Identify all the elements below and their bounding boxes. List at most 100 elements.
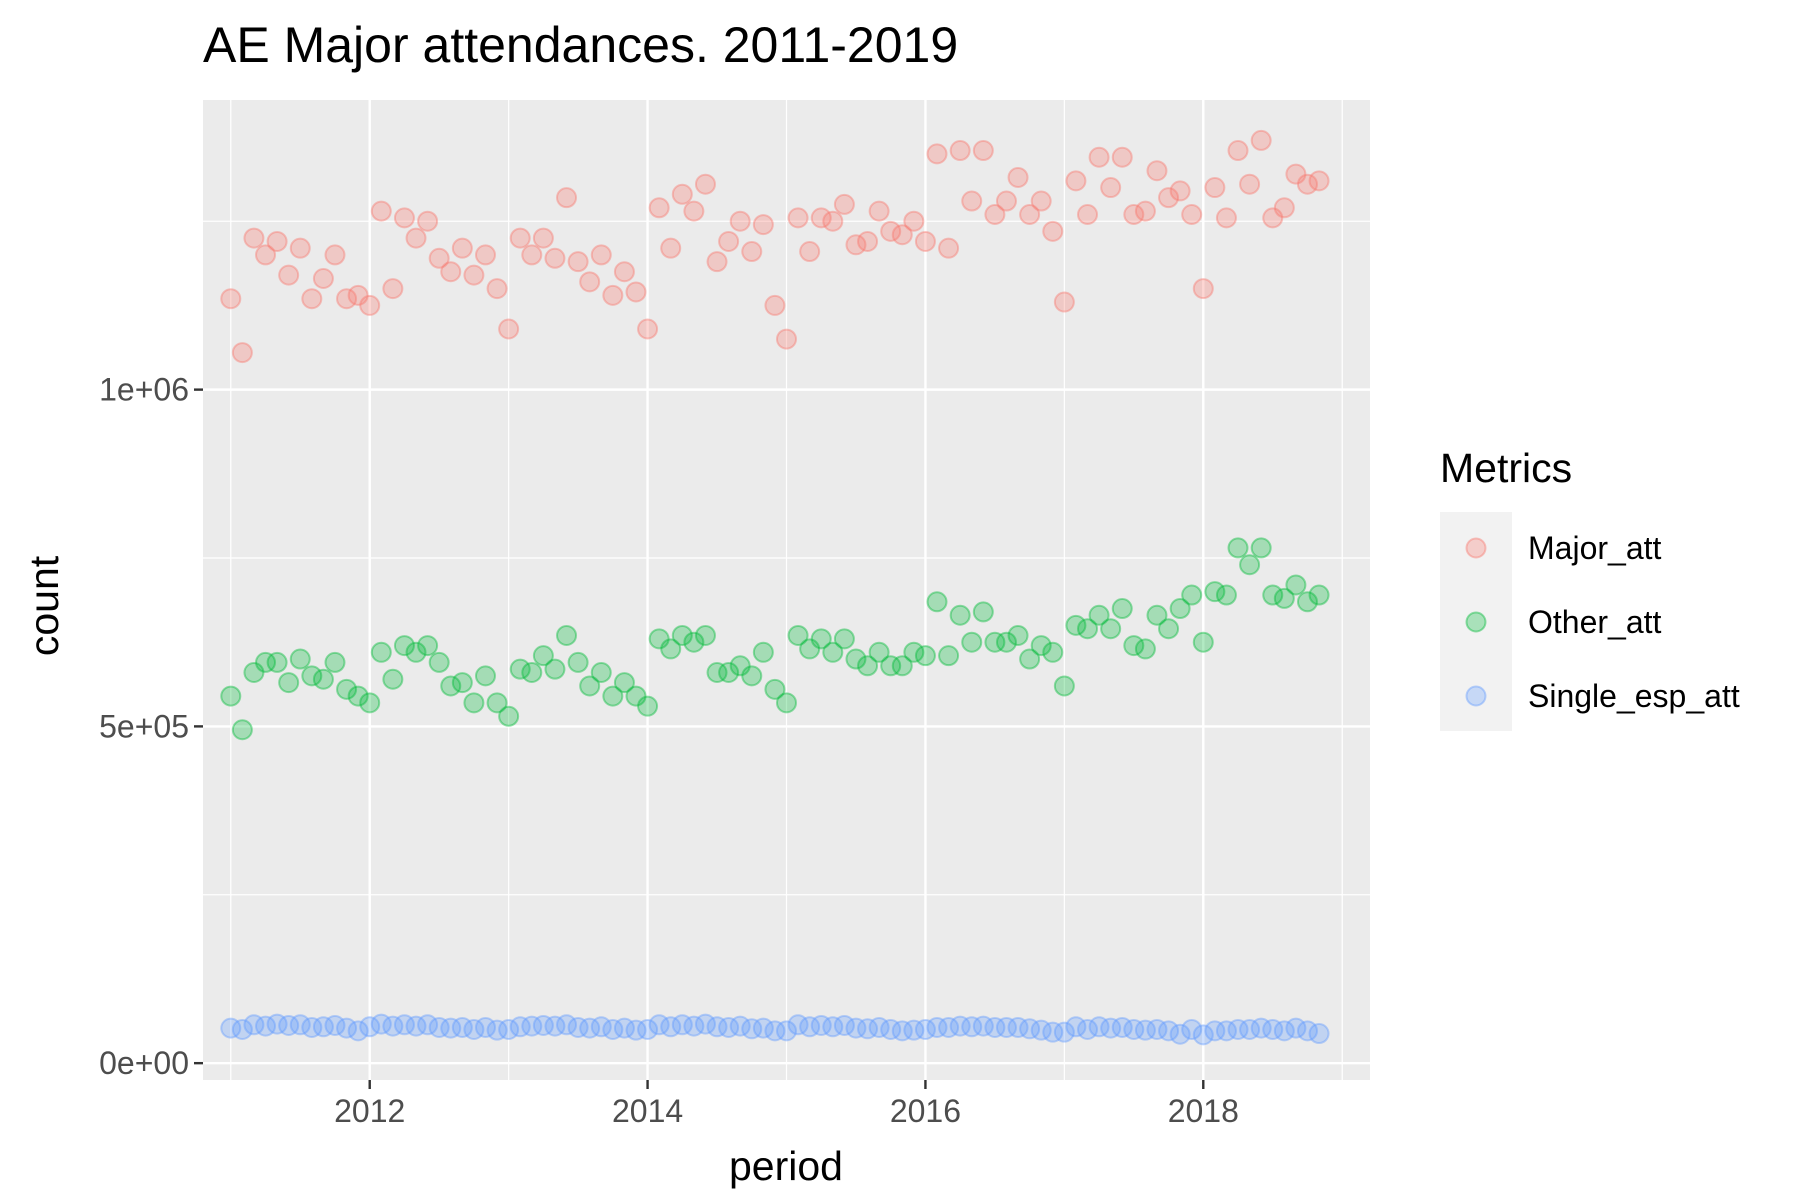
- data-point: [220, 1017, 242, 1039]
- data-point: [938, 645, 960, 667]
- x-axis-title: period: [729, 1143, 843, 1189]
- data-point: [1285, 574, 1307, 596]
- data-point: [1158, 187, 1180, 209]
- data-point: [266, 230, 288, 252]
- data-point: [752, 641, 774, 663]
- legend-title: Metrics: [1440, 445, 1572, 491]
- data-point: [903, 1019, 925, 1041]
- data-point: [1285, 1017, 1307, 1039]
- data-point: [764, 678, 786, 700]
- data-point: [567, 251, 589, 273]
- data-point: [880, 1018, 902, 1040]
- data-point: [1007, 166, 1029, 188]
- data-point: [451, 672, 473, 694]
- data-point: [926, 143, 948, 165]
- data-point: [1285, 163, 1307, 185]
- data-point: [1192, 278, 1214, 300]
- data-point: [1250, 129, 1272, 151]
- data-point: [1250, 537, 1272, 559]
- data-point: [1146, 604, 1168, 626]
- data-point: [938, 1016, 960, 1038]
- data-point: [1296, 1020, 1318, 1042]
- legend-key-background: [1440, 512, 1512, 731]
- data-point: [648, 628, 670, 650]
- data-point: [243, 1014, 265, 1036]
- data-point: [1158, 618, 1180, 640]
- legend-label: Other_att: [1528, 604, 1662, 640]
- data-point: [799, 1016, 821, 1038]
- data-point: [625, 1019, 647, 1041]
- data-point: [648, 1014, 670, 1036]
- data-point: [752, 1017, 774, 1039]
- data-point: [729, 210, 751, 232]
- series-Major_att: [220, 129, 1330, 364]
- data-point: [1134, 200, 1156, 222]
- data-point: [255, 1015, 277, 1037]
- data-point: [660, 237, 682, 259]
- data-point: [1042, 1021, 1064, 1043]
- data-point: [1077, 204, 1099, 226]
- data-point: [613, 1017, 635, 1039]
- data-point: [1123, 204, 1145, 226]
- data-point: [845, 234, 867, 256]
- data-point: [347, 284, 369, 306]
- data-points: [220, 129, 1330, 1046]
- data-point: [776, 692, 797, 714]
- data-point: [509, 658, 531, 680]
- data-point: [255, 244, 277, 266]
- data-point: [1042, 220, 1064, 242]
- data-point: [694, 173, 716, 195]
- data-point: [995, 1016, 1017, 1038]
- data-point: [1053, 1021, 1075, 1043]
- y-axis: 0e+00 5e+05 1e+06: [99, 372, 203, 1081]
- y-tick-label: 0e+00: [99, 1045, 189, 1081]
- data-point: [440, 261, 462, 283]
- data-point: [799, 638, 821, 660]
- data-point: [521, 662, 543, 684]
- data-point: [428, 651, 450, 673]
- data-point: [1065, 614, 1087, 636]
- data-point: [961, 631, 983, 653]
- data-point: [1065, 1016, 1087, 1038]
- data-point: [984, 1016, 1006, 1038]
- data-point: [1134, 638, 1156, 660]
- data-point: [336, 288, 358, 310]
- data-point: [220, 685, 242, 707]
- data-point: [590, 662, 612, 684]
- data-point: [810, 1014, 832, 1036]
- data-point: [949, 604, 971, 626]
- data-point: [833, 628, 855, 650]
- data-point: [868, 641, 890, 663]
- chart-title: AE Major attendances. 2011-2019: [203, 17, 958, 73]
- data-point: [370, 641, 392, 663]
- data-point: [683, 631, 705, 653]
- data-point: [637, 695, 659, 717]
- data-point: [301, 1016, 323, 1038]
- data-point: [428, 247, 450, 269]
- data-point: [382, 278, 404, 300]
- data-point: [231, 719, 253, 741]
- data-point: [776, 328, 797, 350]
- data-point: [521, 244, 543, 266]
- data-point: [1100, 1017, 1122, 1039]
- data-point: [1262, 207, 1284, 229]
- data-point: [312, 267, 334, 289]
- data-point: [1192, 631, 1214, 653]
- data-point: [1250, 1017, 1272, 1039]
- data-point: [370, 200, 392, 222]
- data-point: [613, 672, 635, 694]
- data-point: [891, 1020, 913, 1042]
- data-point: [1204, 1020, 1226, 1042]
- data-point: [706, 251, 728, 273]
- data-point: [845, 1017, 867, 1039]
- data-point: [833, 193, 855, 215]
- data-point: [1030, 190, 1052, 212]
- data-point: [995, 631, 1017, 653]
- data-point: [579, 1017, 601, 1039]
- data-point: [637, 318, 659, 340]
- data-point: [1019, 1018, 1041, 1040]
- data-point: [602, 284, 624, 306]
- data-point: [451, 1016, 473, 1038]
- data-point: [544, 1015, 566, 1037]
- data-point: [1019, 204, 1041, 226]
